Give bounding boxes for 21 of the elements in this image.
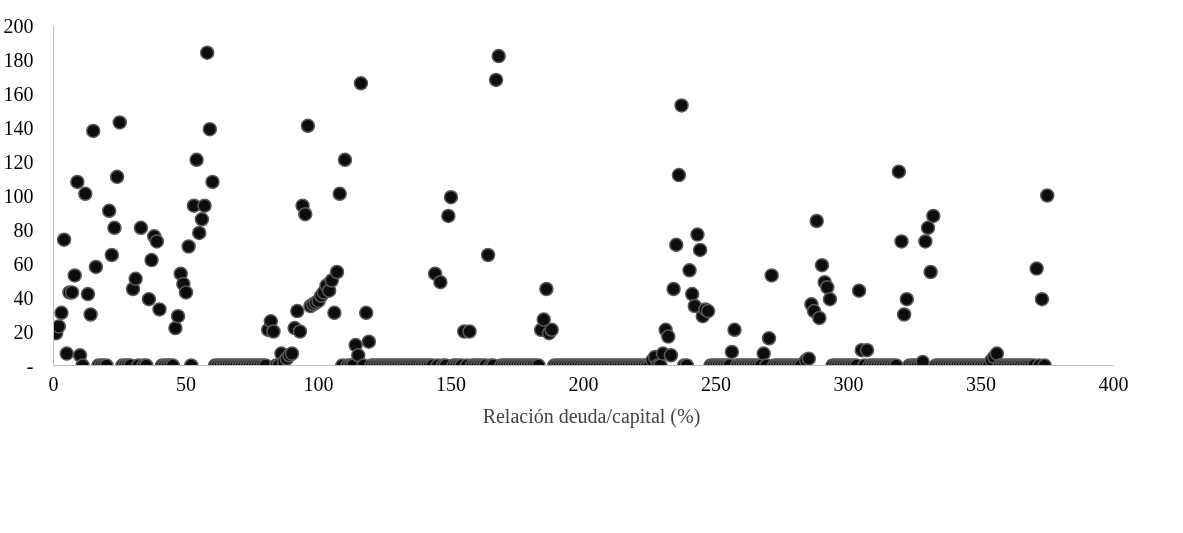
series-label: Relación deuda/capital (%) xyxy=(482,404,701,427)
y-tick-label: 40 xyxy=(13,286,34,309)
y-tick-label: - xyxy=(26,354,34,377)
x-tick-label: 50 xyxy=(176,372,196,395)
x-tick-label: 300 xyxy=(833,372,864,395)
y-tick-label: 200 xyxy=(3,14,34,37)
x-tick-label: 150 xyxy=(436,372,466,395)
y-tick-label: 180 xyxy=(3,48,34,71)
y-tick-label: 100 xyxy=(3,184,34,207)
x-tick-label: 350 xyxy=(966,372,996,395)
x-tick-label: 250 xyxy=(701,372,731,395)
y-tick-label: 20 xyxy=(13,320,34,343)
x-tick-label: 200 xyxy=(568,372,599,395)
x-tick-label: 400 xyxy=(1098,372,1129,395)
y-tick-label: 120 xyxy=(3,150,34,173)
x-tick-label: 100 xyxy=(303,372,334,395)
y-tick-label: 160 xyxy=(3,82,34,105)
y-tick-label: 60 xyxy=(13,252,34,275)
y-tick-label: 140 xyxy=(3,116,34,139)
y-tick-label: 80 xyxy=(13,218,34,241)
x-tick-label: 0 xyxy=(48,372,59,395)
